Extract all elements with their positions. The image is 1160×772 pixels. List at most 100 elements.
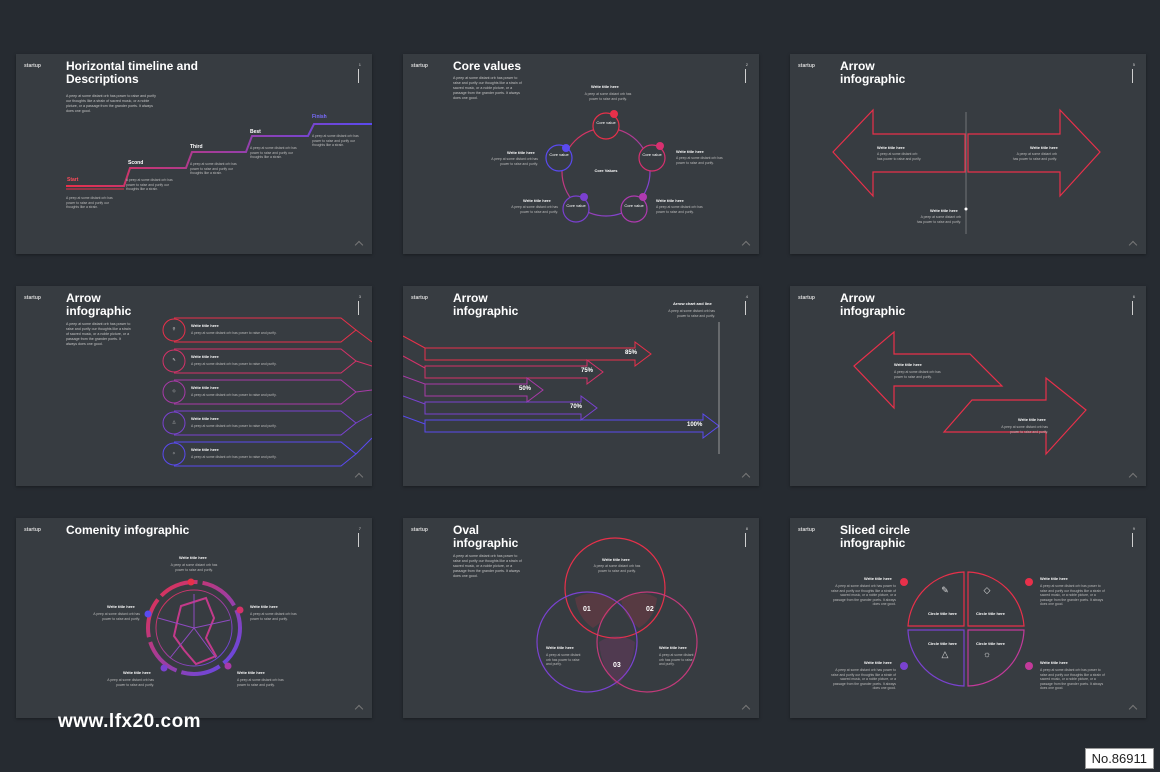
circle-title: Circle title here: [928, 611, 957, 616]
item-heading: Write title here: [523, 198, 551, 203]
item-heading: Write title here: [237, 670, 265, 675]
item-description: A peep at some distant orb has power to …: [191, 331, 277, 335]
item-heading: Write title here: [191, 385, 219, 390]
slide-title: Horizontal timeline and Descriptions: [66, 59, 199, 86]
step-label: Third: [190, 144, 203, 150]
item-description: A peep at some distant orb has power to …: [107, 678, 154, 687]
step-label: Best: [250, 129, 261, 135]
slide-title: Comenity infographic: [66, 523, 190, 537]
item-heading: Write title here: [864, 660, 892, 665]
core-values-diagram: [545, 110, 666, 223]
slide-arrow-infographic-zigzag[interactable]: startup 6 Arrow infographic Write title …: [790, 286, 1146, 486]
percent-label: 50%: [519, 386, 532, 392]
node-label: Core value: [624, 203, 644, 208]
slide-arrow-chart[interactable]: startup 4 Arrow infographic Arrow chart …: [403, 286, 759, 486]
slide-number: 3: [358, 294, 361, 299]
step-label: Scond: [128, 160, 144, 166]
item-description: A peep at some distant orb has power to …: [1001, 425, 1048, 434]
step-description: A peep at some distant orb has power to …: [250, 146, 297, 160]
slide-title: Arrow infographic: [840, 291, 906, 318]
node-label: Core value: [642, 152, 662, 157]
pencil-icon: ✎: [172, 357, 176, 362]
item-heading: Write title here: [659, 645, 687, 650]
item-heading: Write title here: [123, 670, 151, 675]
arrow-bar-chart: [403, 322, 720, 454]
item-description: A peep at some distant orb has power to …: [656, 205, 703, 214]
item-description: A peep at some distant orb has power to …: [1012, 152, 1057, 161]
pencil-icon: ✎: [941, 585, 949, 595]
step-description: A peep at some distant orb has power to …: [66, 196, 113, 210]
brand-label: startup: [411, 63, 428, 69]
divider: [1132, 69, 1133, 83]
item-description: A peep at some distant orb has power to …: [916, 215, 961, 224]
item-description: A peep at some distant orb has power to …: [1040, 584, 1105, 607]
divider: [745, 69, 746, 83]
slide-number: 1: [358, 62, 361, 67]
slide-paragraph: A peep at some distant orb has power to …: [66, 94, 156, 113]
item-heading: Write title here: [877, 145, 905, 150]
bell-icon: △: [172, 419, 176, 424]
item-heading: Write title here: [507, 150, 535, 155]
brand-label: startup: [798, 63, 815, 69]
center-label: Core Values: [594, 168, 618, 173]
circle-title: Circle title here: [976, 641, 1005, 646]
item-description: A peep at some distant orb has power to …: [191, 424, 277, 428]
item-description: A peep at some distant orb has power to …: [659, 653, 694, 667]
item-heading: Write title here: [107, 604, 135, 609]
step-description: A peep at some distant orb has power to …: [190, 162, 237, 176]
slide-title: Arrow infographic: [453, 291, 519, 318]
slide-number: 4: [745, 294, 748, 299]
slide-title: Arrow infographic: [840, 59, 906, 86]
slide-title: Sliced circle infographic: [840, 523, 911, 550]
item-heading: Write title here: [894, 362, 922, 367]
slide-comenity-infographic[interactable]: startup 7 Comenity infographic Write tit…: [16, 518, 372, 718]
venn-number: 03: [613, 662, 621, 669]
divider: [358, 533, 359, 547]
item-description: A peep at some distant orb has power to …: [1040, 668, 1105, 691]
item-description: A peep at some distant orb has power to …: [894, 370, 941, 379]
slide-arrow-infographic-list[interactable]: startup 3 Arrow infographic A peep at so…: [16, 286, 372, 486]
item-heading: Write title here: [546, 645, 574, 650]
brand-label: startup: [798, 527, 815, 533]
item-description: A peep at some distant orb has power to …: [191, 393, 277, 397]
brand-label: startup: [24, 295, 41, 301]
comenity-diagram: [144, 578, 244, 676]
item-description: A peep at some distant orb has power to …: [191, 455, 277, 459]
item-heading: Write title here: [930, 208, 958, 213]
zigzag-arrow-graphic: [853, 330, 1087, 456]
arrow-list-graphic: [162, 317, 372, 467]
brand-label: startup: [24, 63, 41, 69]
slide-sliced-circle-infographic[interactable]: startup 9 Sliced circle infographic ✎ ◇ …: [790, 518, 1146, 718]
id-badge: No.86911: [1084, 748, 1154, 769]
percent-label: 100%: [687, 422, 703, 428]
item-description: A peep at some distant orb has power to …: [511, 205, 558, 214]
bulb-icon: ☼: [982, 649, 992, 659]
item-description: A peep at some distant orb has power to …: [250, 612, 297, 621]
bulb-icon: ☼: [172, 450, 176, 455]
slide-arrow-infographic-double[interactable]: startup 5 Arrow infographic Write title …: [790, 54, 1146, 254]
slide-title: Core values: [453, 59, 522, 73]
item-heading: Write title here: [864, 576, 892, 581]
divider: [745, 533, 746, 547]
item-heading: Write title here: [191, 416, 219, 421]
item-description: A peep at some distant orb has power to …: [877, 152, 922, 161]
item-heading: Write title here: [191, 447, 219, 452]
chart-label: Arrow chart and line: [673, 301, 712, 306]
slide-core-values[interactable]: startup 2 Core values A peep at some dis…: [403, 54, 759, 254]
item-heading: Write title here: [191, 323, 219, 328]
node-label: Core value: [596, 120, 616, 125]
slide-number: 5: [1132, 62, 1135, 67]
slide-number: 2: [745, 62, 748, 67]
percent-label: 85%: [625, 350, 638, 356]
percent-label: 70%: [570, 404, 583, 410]
slide-paragraph: A peep at some distant orb has power to …: [453, 554, 522, 578]
venn-diagram: [536, 537, 698, 693]
divider: [358, 69, 359, 83]
brand-label: startup: [411, 527, 428, 533]
slide-horizontal-timeline[interactable]: startup 1 Horizontal timeline and Descri…: [16, 54, 372, 254]
timeline-steps: [66, 123, 372, 190]
item-heading: Write title here: [656, 198, 684, 203]
sliced-circle-diagram: [900, 571, 1033, 687]
slide-oval-infographic[interactable]: startup 8 Oval infographic A peep at som…: [403, 518, 759, 718]
step-description: A peep at some distant orb has power to …: [126, 178, 173, 192]
